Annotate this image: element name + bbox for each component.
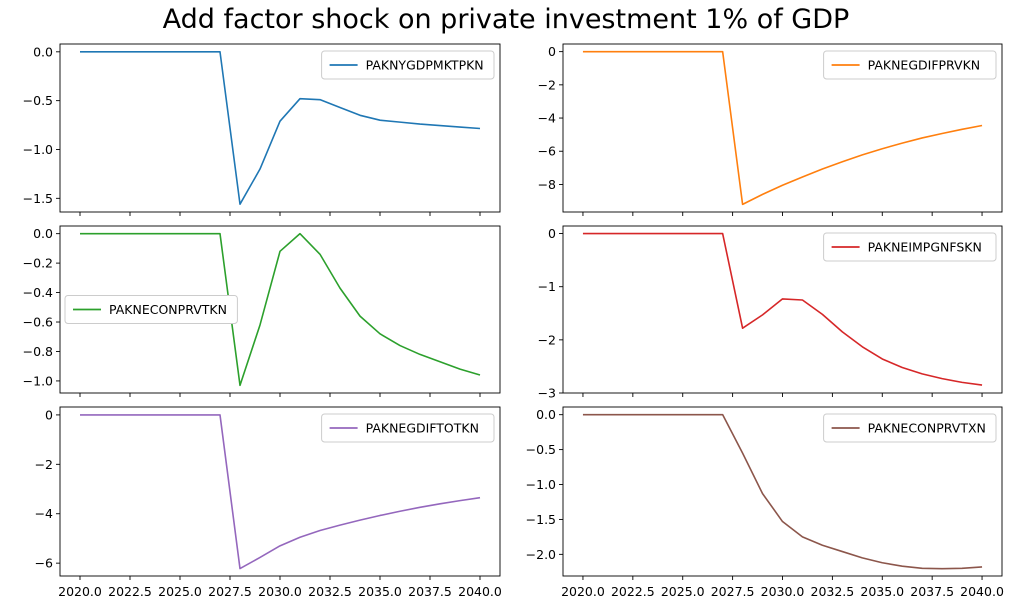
series-line-pakneimpgnfskn: [582, 232, 983, 386]
legend-box: [321, 50, 495, 80]
legend-label: PAKNEGDIFPRVKN: [868, 58, 981, 73]
legend-box: [321, 413, 495, 443]
y-tick-label: 0: [548, 44, 556, 59]
legend-label: PAKNEGDIFTOTKN: [366, 421, 479, 436]
subplot-5: 0 −2 −4 −6 2020.0 2022.5 2025.0 2027.5 2030.0 203…: [35, 406, 502, 599]
axes-frame: [59, 406, 501, 577]
y-tick-label: 0.0: [33, 226, 53, 241]
x-tick-label: 2020.0: [58, 584, 102, 599]
legend-label: PAKNECONPRVTXN: [868, 421, 986, 436]
legend-box: [823, 232, 997, 262]
x-tick-label: 2030.0: [258, 584, 302, 599]
x-tick-label: 2030.0: [761, 584, 805, 599]
y-tick-label: −8: [538, 177, 556, 192]
axes-frame: [562, 43, 1003, 213]
y-tick-label: 0.0: [33, 44, 53, 59]
x-tick-label: 2022.5: [611, 584, 655, 599]
x-tick-label: 2022.5: [108, 584, 152, 599]
y-tick-label: −4: [35, 506, 53, 521]
axes-frame: [562, 225, 1003, 394]
subplot-4: 0 −1 −2 −3 PAKNEIMPGNFSKN: [538, 225, 1003, 401]
x-tick-label: 2027.5: [711, 584, 755, 599]
y-tick-label: −1.5: [23, 191, 53, 206]
legend: PAKNECONPRVTXN: [823, 413, 997, 443]
y-tick-label: −2: [538, 332, 556, 347]
axes-frame: [59, 43, 501, 213]
x-tick-label: 2035.0: [860, 584, 904, 599]
legend: PAKNYGDPMKTPKN: [321, 50, 495, 80]
x-tick-label: 2032.5: [308, 584, 352, 599]
y-tick-label: −6: [35, 556, 53, 571]
figure-title: Add factor shock on private investment 1…: [162, 4, 850, 35]
y-tick-label: −0.8: [23, 344, 53, 359]
series-line-pakneconprvtxn: [582, 413, 983, 570]
subplot-2: 0 −2 −4 −6 −8 PAKNEGDIFPRVKN: [538, 43, 1003, 216]
y-tick-label: 0: [45, 407, 53, 422]
legend-box: [823, 413, 997, 443]
y-tick-label: −1.0: [23, 142, 53, 157]
x-tick-label: 2027.5: [208, 584, 252, 599]
legend-label: PAKNECONPRVTKN: [109, 302, 227, 317]
y-tick-label: 0: [548, 226, 556, 241]
axes-frame: [562, 406, 1003, 577]
y-tick-label: −0.6: [23, 315, 53, 330]
x-tick-label: 2035.0: [358, 584, 402, 599]
x-tick-label: 2037.5: [910, 584, 954, 599]
y-tick-label: −1.5: [526, 512, 556, 527]
y-tick-label: −6: [538, 144, 556, 159]
x-tick-label: 2037.5: [408, 584, 452, 599]
series-line-paknegdiftotkn: [80, 414, 481, 570]
y-tick-label: −0.5: [23, 93, 53, 108]
y-tick-label: −2: [35, 457, 53, 472]
x-tick-label: 2040.0: [458, 584, 502, 599]
legend: PAKNEIMPGNFSKN: [823, 232, 997, 262]
x-tick-label: 2032.5: [811, 584, 855, 599]
x-tick-label: 2040.0: [960, 584, 1004, 599]
y-tick-label: −1.0: [23, 373, 53, 388]
subplot-6: 0.0 −0.5 −1.0 −1.5 −2.0 2020.0 2022.5 2025.0 202…: [526, 406, 1004, 599]
y-tick-label: −2: [538, 77, 556, 92]
legend-box: [64, 295, 238, 324]
legend-label: PAKNYGDPMKTPKN: [366, 58, 484, 73]
y-tick-label: 0.0: [536, 407, 556, 422]
x-tick-label: 2020.0: [561, 584, 605, 599]
legend: PAKNEGDIFTOTKN: [321, 413, 495, 443]
subplot-3: 0.0 −0.2 −0.4 −0.6 −0.8 −1.0 PAKNECONPRVTKN: [23, 225, 501, 397]
legend: PAKNECONPRVTKN: [64, 295, 238, 324]
series-line-pakneconprvtkn: [80, 232, 481, 387]
y-tick-label: −1: [538, 279, 556, 294]
x-tick-label: 2025.0: [661, 584, 705, 599]
series-line-paknegdifprvkn: [582, 50, 983, 206]
y-tick-label: −2.0: [526, 547, 556, 562]
series-line-paknygdpmktpkn: [80, 51, 481, 205]
axes-frame: [59, 225, 501, 394]
x-tick-label: 2025.0: [158, 584, 202, 599]
y-tick-label: −0.5: [526, 442, 556, 457]
legend-box: [823, 50, 997, 80]
legend-label: PAKNEIMPGNFSKN: [868, 240, 982, 255]
y-tick-label: −4: [538, 111, 556, 126]
y-tick-label: −0.4: [23, 285, 53, 300]
subplot-1: 0.0 −0.5 −1.0 −1.5 PAKNYGDPMKTPKN: [23, 43, 501, 216]
y-tick-label: −3: [538, 386, 556, 401]
y-tick-label: −0.2: [23, 256, 53, 271]
legend: PAKNEGDIFPRVKN: [823, 50, 997, 80]
y-tick-label: −1.0: [526, 477, 556, 492]
